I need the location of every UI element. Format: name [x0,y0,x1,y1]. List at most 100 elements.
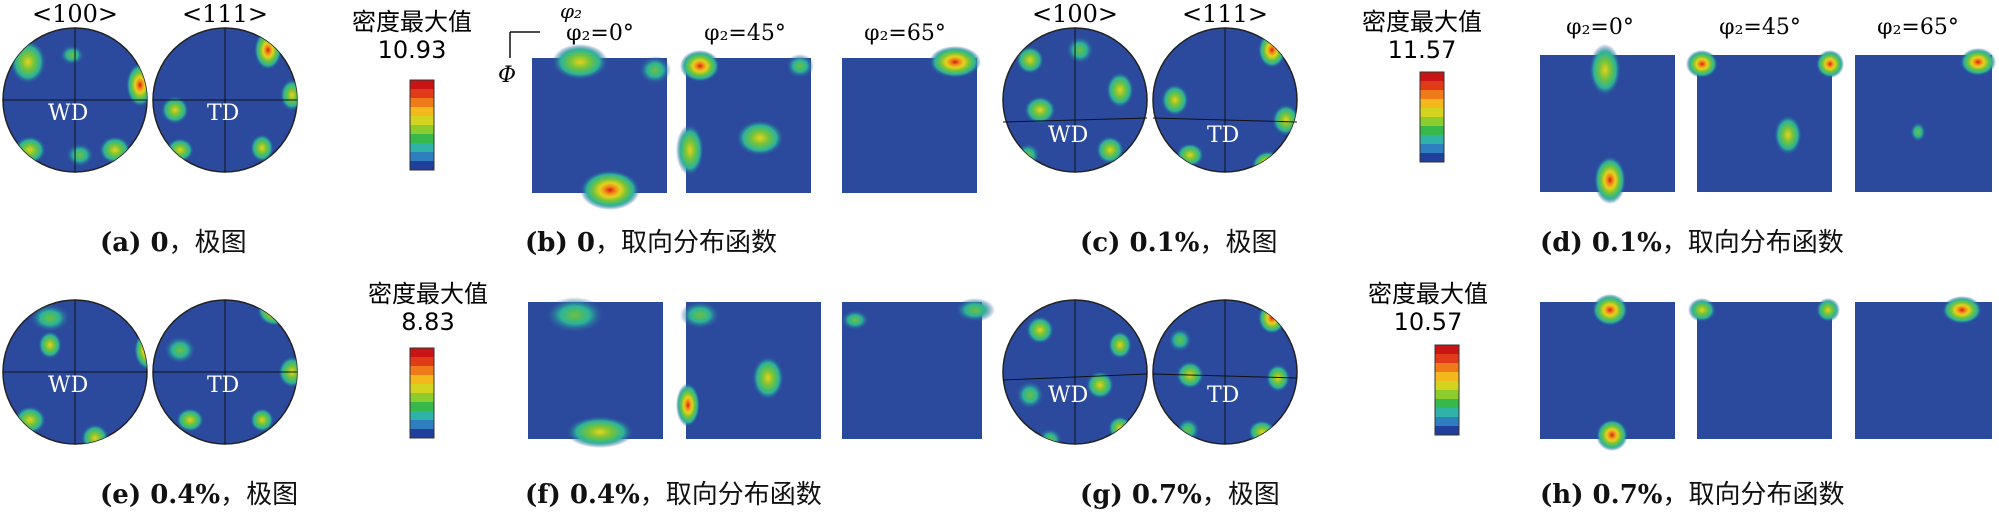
td-label-c: TD [1207,123,1239,148]
caption-h: (h) 0.7%，取向分布函数 [1540,474,1845,511]
colorbar-segment [1420,126,1444,135]
odf-axes-b: φ₂ Φ [498,0,582,88]
colorbar-segment [410,357,434,366]
density-max-value-c: 11.57 [1388,36,1457,64]
colorbar-e [409,347,435,439]
wd-label-a: WD [48,101,88,126]
colorbar-segment [1420,117,1444,126]
odf-map-d-0 [1540,44,1675,204]
colorbar-a [409,79,435,171]
caption-f: (f) 0.4%，取向分布函数 [525,474,822,511]
odf-map-h-65 [1855,296,1992,439]
caption-b: (b) 0，取向分布函数 [525,222,777,259]
colorbar-segment [1435,417,1459,426]
colorbar-segment [410,98,434,107]
colorbar-segment [410,348,434,357]
phi2-65-label-b: φ₂=65° [864,21,946,46]
colorbar-segment [410,134,434,143]
colorbar-segment [410,152,434,161]
density-max-label-g: 密度最大值 [1368,280,1488,308]
td-label-a: TD [207,101,239,126]
caption-f-prefix: (f) 0.4% [525,480,640,510]
caption-d-prefix: (d) 0.1% [1540,228,1662,258]
colorbar-border [1434,344,1460,436]
colorbar-segment [410,420,434,429]
density-max-value-e: 8.83 [401,308,454,336]
td-label-e: TD [207,373,239,398]
colorbar-c [1419,71,1445,163]
caption-b-prefix: (b) 0 [525,228,595,258]
pf-100-label-c: <100> [1032,0,1118,28]
colorbar-segment [1420,81,1444,90]
caption-h-suffix: ，取向分布函数 [1662,480,1845,510]
colorbar-g [1434,344,1460,436]
density-max-value-a: 10.93 [378,36,447,64]
colorbar-segment [410,429,434,438]
caption-e-suffix: ，极图 [220,480,299,510]
colorbar-segment [1435,345,1459,354]
caption-c-prefix: (c) 0.1% [1080,228,1200,258]
pf-100-label: <100> [32,0,118,28]
pole-figure-111-a: TD [152,27,298,173]
caption-c-suffix: ，极图 [1199,228,1278,258]
colorbar-border [409,79,435,171]
caption-b-suffix: ，取向分布函数 [594,228,777,258]
density-max-label-c: 密度最大值 [1362,8,1482,36]
colorbar-segment [410,116,434,125]
colorbar-segment [410,384,434,393]
colorbar-segment [410,393,434,402]
colorbar-segment [410,402,434,411]
caption-d-suffix: ，取向分布函数 [1661,228,1844,258]
wd-label-e: WD [48,373,88,398]
caption-a-prefix: (a) 0 [100,228,169,258]
colorbar-border [1419,71,1445,163]
colorbar-segment [1435,354,1459,363]
Phi-axis-label: Φ [498,63,516,88]
colorbar-segment [410,366,434,375]
odf-map-f-65 [841,298,995,439]
colorbar-segment [1420,144,1444,153]
caption-f-suffix: ，取向分布函数 [639,480,822,510]
colorbar-segment [410,161,434,170]
colorbar-segment [1435,408,1459,417]
colorbar-segment [1435,372,1459,381]
phi2-45-label-b: φ₂=45° [704,21,786,46]
density-max-value-g: 10.57 [1394,308,1463,336]
odf-map-f-0 [528,297,663,448]
pole-figure-100-e: WD [2,299,148,445]
caption-c: (c) 0.1%，极图 [1080,222,1277,259]
odf-map-d-45 [1686,50,1844,192]
colorbar-segment [1435,390,1459,399]
odf-map-b-65 [842,46,981,193]
colorbar-segment [410,143,434,152]
colorbar-segment [1420,90,1444,99]
caption-a-suffix: ，极图 [168,228,247,258]
colorbar-segment [410,80,434,89]
caption-d: (d) 0.1%，取向分布函数 [1540,222,1844,259]
odf-map-h-0 [1540,294,1675,451]
colorbar-segment [1435,363,1459,372]
wd-label-c: WD [1048,123,1088,148]
odf-map-f-45 [676,301,821,439]
phi2-45-label-d: φ₂=45° [1719,15,1801,40]
odf-map-d-65 [1855,48,1996,192]
colorbar-segment [410,411,434,420]
pole-figure-111-e: TD [152,299,298,445]
caption-g-prefix: (g) 0.7% [1080,480,1202,510]
colorbar-segment [410,107,434,116]
colorbar-segment [1420,99,1444,108]
caption-g-suffix: ，极图 [1201,480,1280,510]
odf-map-b-45 [676,50,814,193]
pf-111-label: <111> [182,0,268,28]
colorbar-segment [410,375,434,384]
colorbar-segment [410,125,434,134]
caption-g: (g) 0.7%，极图 [1080,474,1280,511]
caption-e-prefix: (e) 0.4% [100,480,221,510]
pole-figure-100-g: WD [1002,299,1148,445]
colorbar-segment [410,89,434,98]
phi2-axis-label: φ₂ [560,0,582,23]
colorbar-segment [1435,426,1459,435]
caption-a: (a) 0，极图 [100,222,247,259]
phi2-0-label-d: φ₂=0° [1566,15,1634,40]
